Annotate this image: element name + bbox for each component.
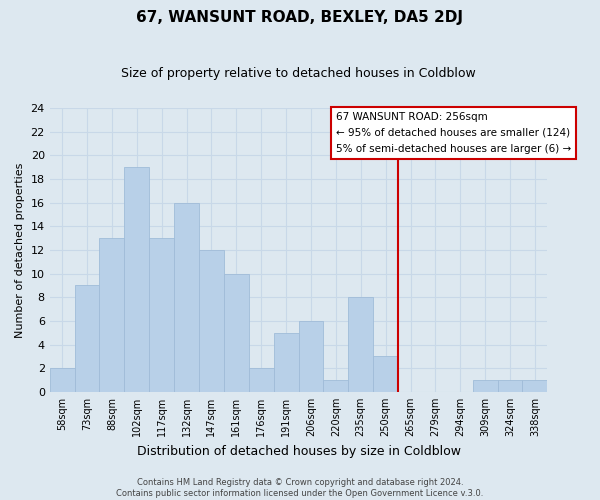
Text: Contains HM Land Registry data © Crown copyright and database right 2024.
Contai: Contains HM Land Registry data © Crown c… xyxy=(116,478,484,498)
Bar xyxy=(124,167,149,392)
Text: 67, WANSUNT ROAD, BEXLEY, DA5 2DJ: 67, WANSUNT ROAD, BEXLEY, DA5 2DJ xyxy=(137,10,464,25)
Bar xyxy=(473,380,497,392)
Title: Size of property relative to detached houses in Coldblow: Size of property relative to detached ho… xyxy=(121,68,476,80)
Bar xyxy=(523,380,547,392)
Bar xyxy=(249,368,274,392)
X-axis label: Distribution of detached houses by size in Coldblow: Distribution of detached houses by size … xyxy=(137,444,461,458)
Bar xyxy=(174,202,199,392)
Bar xyxy=(348,298,373,392)
Bar xyxy=(299,321,323,392)
Y-axis label: Number of detached properties: Number of detached properties xyxy=(15,162,25,338)
Bar xyxy=(100,238,124,392)
Bar xyxy=(224,274,249,392)
Text: 67 WANSUNT ROAD: 256sqm
← 95% of detached houses are smaller (124)
5% of semi-de: 67 WANSUNT ROAD: 256sqm ← 95% of detache… xyxy=(336,112,571,154)
Bar xyxy=(274,333,299,392)
Bar xyxy=(323,380,348,392)
Bar xyxy=(497,380,523,392)
Bar xyxy=(50,368,74,392)
Bar xyxy=(149,238,174,392)
Bar xyxy=(199,250,224,392)
Bar xyxy=(74,286,100,392)
Bar xyxy=(373,356,398,392)
